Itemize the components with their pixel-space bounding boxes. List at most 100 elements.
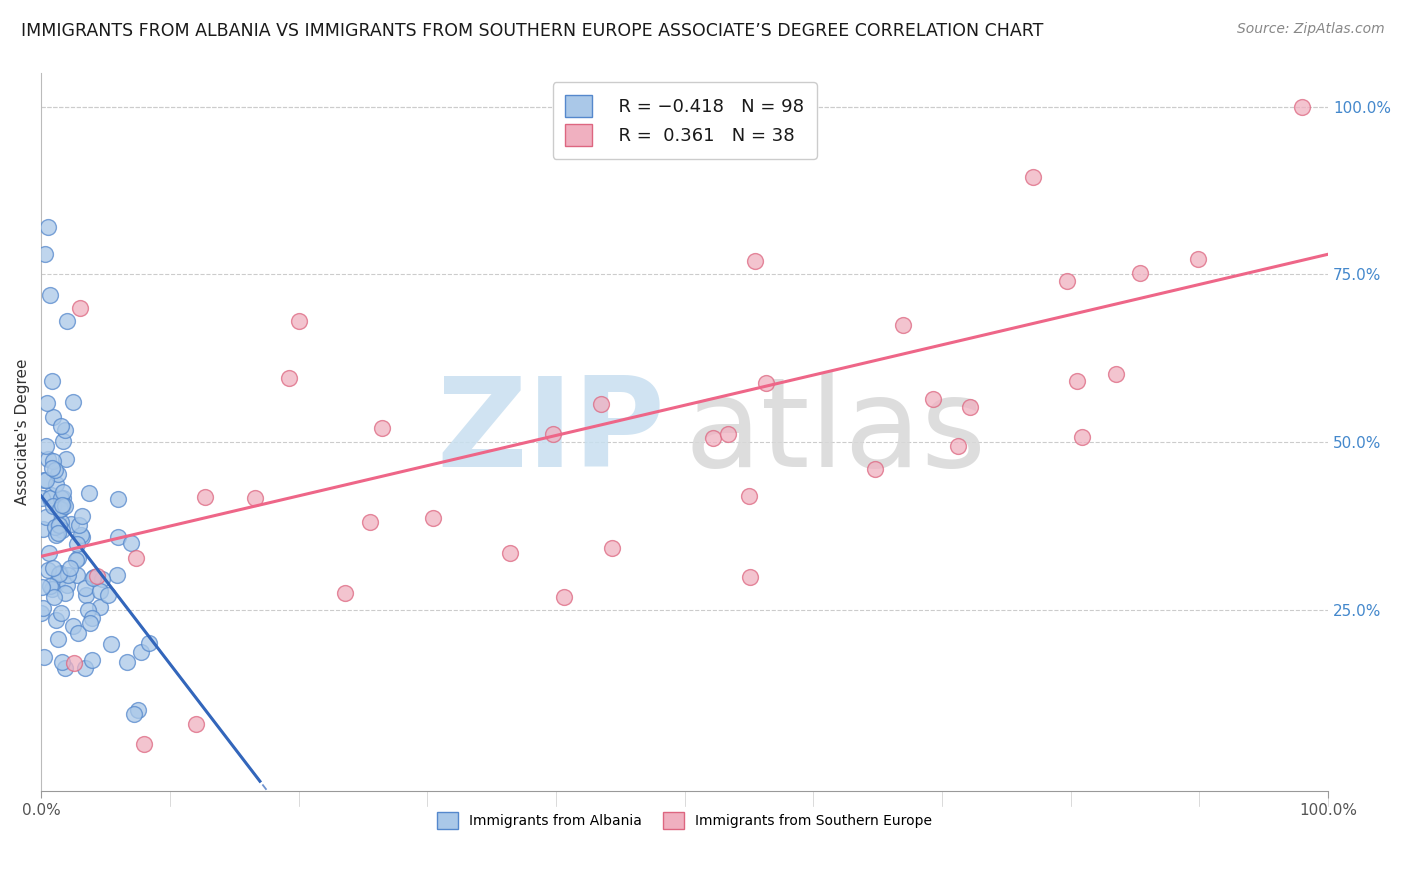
Point [1022,170,1045,185]
Point [1066,374,1088,388]
Point [946,439,969,453]
Point [35,439,58,453]
Point [35,509,58,524]
Point [79,615,101,630]
Point [59,561,82,575]
Point [553,591,575,605]
Point [921,392,943,407]
Point [52,434,75,448]
Point [67,625,90,640]
Point [89,584,111,599]
Point [58,567,80,582]
Point [105,568,128,582]
Point [41,499,63,513]
Point [49,419,72,434]
Point [70,528,93,542]
Point [45,528,67,542]
Point [48,567,70,582]
Point [333,586,356,600]
Point [46,467,69,482]
Point [42,561,65,575]
Point [89,599,111,614]
Point [278,371,301,385]
Point [66,537,89,551]
Legend: Immigrants from Albania, Immigrants from Southern Europe: Immigrants from Albania, Immigrants from… [432,806,938,835]
Point [45,575,67,590]
Point [702,431,724,445]
Point [738,570,761,584]
Point [48,526,70,541]
Point [48,518,70,533]
Point [42,590,65,604]
Point [75,589,97,603]
Text: atlas: atlas [685,372,987,492]
Point [37,563,59,577]
Point [499,546,522,560]
Point [55,452,77,467]
Point [70,530,93,544]
Point [744,254,766,268]
Point [42,453,65,467]
Point [39,287,62,301]
Text: IMMIGRANTS FROM ALBANIA VS IMMIGRANTS FROM SOUTHERN EUROPE ASSOCIATE’S DEGREE CO: IMMIGRANTS FROM ALBANIA VS IMMIGRANTS FR… [21,22,1043,40]
Point [59,517,82,532]
Text: ZIP: ZIP [437,372,665,492]
Point [66,568,89,582]
Point [53,499,76,513]
Point [107,492,129,507]
Point [38,579,60,593]
Point [1105,368,1128,382]
Point [62,395,84,409]
Point [184,717,207,731]
Point [51,523,73,537]
Point [138,636,160,650]
Point [52,498,75,512]
Point [370,420,392,434]
Point [589,397,612,411]
Point [755,376,778,391]
Point [69,301,91,315]
Point [34,247,56,261]
Y-axis label: Associate's Degree: Associate's Degree [15,359,30,506]
Point [70,509,93,524]
Point [41,461,63,475]
Point [194,490,217,504]
Point [287,314,309,328]
Point [69,518,91,533]
Point [49,607,72,621]
Point [86,569,108,583]
Point [51,498,73,512]
Point [82,610,104,624]
Point [891,318,914,332]
Point [738,489,761,503]
Point [31,580,53,594]
Point [41,582,63,597]
Point [83,570,105,584]
Point [32,649,55,664]
Point [959,401,981,415]
Point [32,473,55,487]
Text: Source: ZipAtlas.com: Source: ZipAtlas.com [1237,22,1385,37]
Point [62,618,84,632]
Point [600,541,623,556]
Point [39,488,62,502]
Point [1056,275,1078,289]
Point [51,515,73,529]
Point [422,511,444,525]
Point [73,581,96,595]
Point [53,661,76,675]
Point [717,426,740,441]
Point [56,314,79,328]
Point [41,374,63,388]
Point [49,501,72,516]
Point [129,645,152,659]
Point [124,706,146,721]
Point [132,737,155,751]
Point [52,491,75,506]
Point [45,613,67,627]
Point [37,451,59,466]
Point [115,655,138,669]
Point [42,409,65,424]
Point [44,520,66,534]
Point [55,578,77,592]
